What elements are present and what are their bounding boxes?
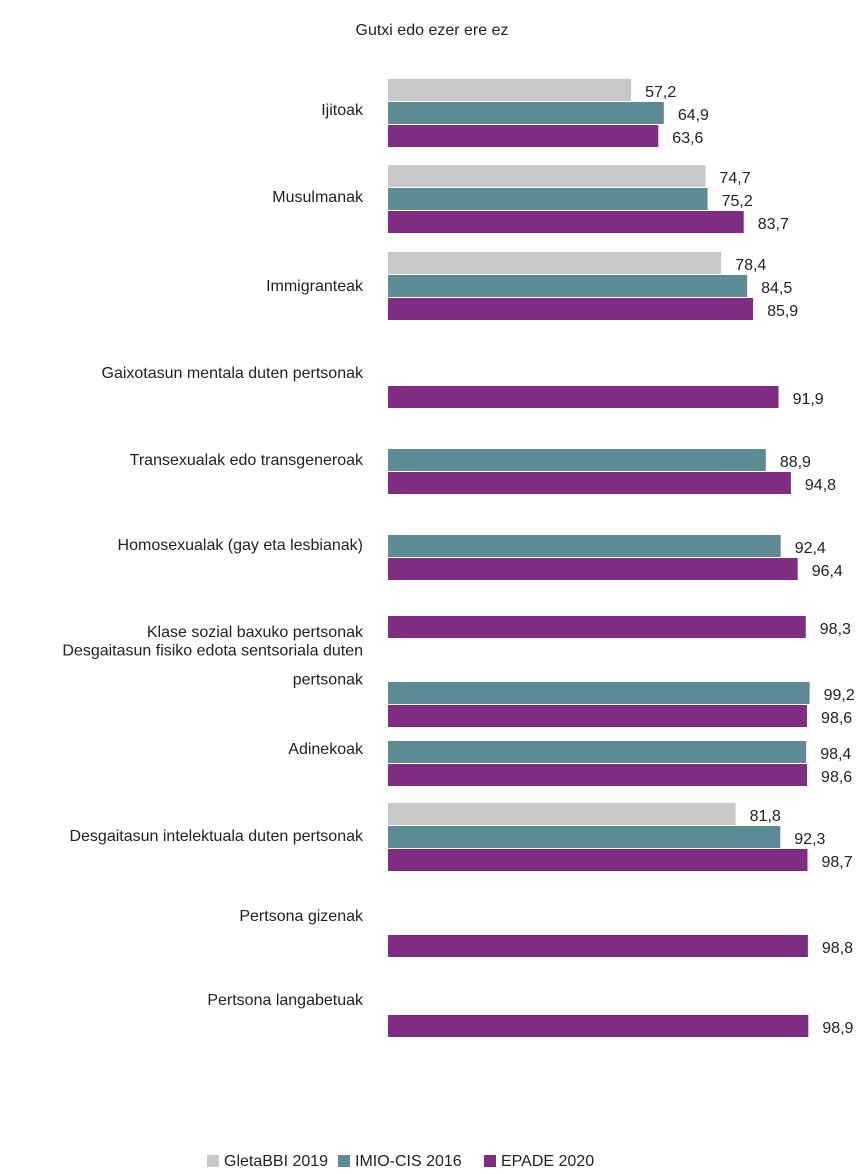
value-label: 99,2 bbox=[824, 687, 855, 704]
value-label: 92,4 bbox=[795, 540, 826, 557]
bar bbox=[388, 472, 791, 494]
bar bbox=[388, 275, 748, 297]
category-label: Pertsona langabetuak bbox=[207, 992, 364, 1009]
value-label: 94,8 bbox=[805, 477, 836, 494]
legend-swatch bbox=[207, 1155, 219, 1167]
bar bbox=[388, 102, 664, 124]
category-label: Adinekoak bbox=[288, 741, 364, 758]
category-label: Gaixotasun mentala duten pertsonak bbox=[102, 365, 365, 382]
bar bbox=[388, 705, 808, 727]
value-label: 98,6 bbox=[821, 710, 852, 727]
value-label: 81,8 bbox=[750, 808, 781, 825]
value-label: 75,2 bbox=[722, 193, 753, 210]
value-label: 74,7 bbox=[719, 170, 750, 187]
category-label: Ijitoak bbox=[321, 102, 364, 119]
bar bbox=[388, 558, 798, 580]
value-label: 85,9 bbox=[767, 303, 798, 320]
category-label: Klase sozial baxuko pertsonak bbox=[147, 624, 364, 641]
category-label: Homosexualak (gay eta lesbianak) bbox=[118, 537, 363, 554]
bar bbox=[388, 1015, 809, 1037]
bar bbox=[388, 935, 808, 957]
value-label: 78,4 bbox=[735, 257, 766, 274]
bar bbox=[388, 252, 722, 274]
bar bbox=[388, 682, 810, 704]
value-label: 98,9 bbox=[822, 1020, 853, 1037]
legend-swatch bbox=[338, 1155, 350, 1167]
value-label: 92,3 bbox=[794, 831, 825, 848]
value-label: 98,3 bbox=[820, 621, 851, 638]
chart-title: Gutxi edo ezer ere ez bbox=[356, 22, 509, 39]
bar bbox=[388, 764, 808, 786]
bar bbox=[388, 188, 708, 210]
value-label: 98,6 bbox=[821, 769, 852, 786]
bar bbox=[388, 803, 736, 825]
bar bbox=[388, 211, 744, 233]
category-label: Pertsona gizenak bbox=[239, 908, 364, 925]
bar bbox=[388, 386, 779, 408]
bar bbox=[388, 826, 781, 848]
bar bbox=[388, 298, 754, 320]
bar bbox=[388, 449, 766, 471]
value-label: 98,8 bbox=[822, 940, 853, 957]
bar bbox=[388, 535, 781, 557]
bar bbox=[388, 79, 632, 101]
value-label: 63,6 bbox=[672, 130, 703, 147]
value-label: 91,9 bbox=[793, 391, 824, 408]
category-label: Transexualak edo transgeneroak bbox=[130, 452, 364, 469]
value-label: 96,4 bbox=[812, 563, 843, 580]
bar bbox=[388, 849, 808, 871]
bar bbox=[388, 741, 807, 763]
value-label: 64,9 bbox=[678, 107, 709, 124]
category-label: Desgaitasun intelektuala duten pertsonak bbox=[69, 828, 364, 845]
value-label: 84,5 bbox=[761, 280, 792, 297]
legend-label: GletaBBI 2019 bbox=[224, 1153, 328, 1170]
value-label: 98,7 bbox=[821, 854, 852, 871]
value-label: 57,2 bbox=[645, 84, 676, 101]
category-label: Desgaitasun fisiko edota sentsoriala dut… bbox=[62, 643, 364, 689]
bar bbox=[388, 616, 806, 638]
legend-swatch bbox=[484, 1155, 496, 1167]
legend-label: IMIO-CIS 2016 bbox=[355, 1153, 462, 1170]
value-label: 88,9 bbox=[780, 454, 811, 471]
bar bbox=[388, 165, 706, 187]
value-label: 98,4 bbox=[820, 746, 851, 763]
bar bbox=[388, 125, 659, 147]
legend-label: EPADE 2020 bbox=[501, 1153, 594, 1170]
value-label: 83,7 bbox=[758, 216, 789, 233]
category-label: Musulmanak bbox=[272, 189, 364, 206]
category-label: Immigranteak bbox=[266, 278, 364, 295]
